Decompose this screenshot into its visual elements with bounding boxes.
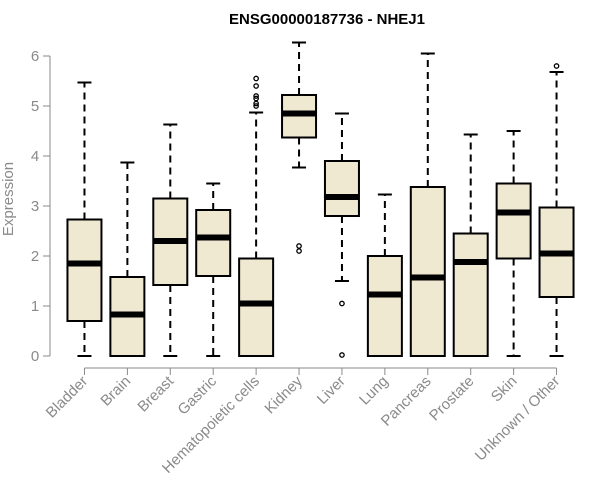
box-unknown-other <box>538 63 575 357</box>
x-tick-label-brain: Brain <box>97 373 134 410</box>
box-kidney <box>281 41 318 254</box>
box-gastric <box>195 182 232 357</box>
chart-title: ENSG00000187736 - NHEJ1 <box>229 11 425 28</box>
outlier-liver-0 <box>339 300 345 307</box>
x-tick-label-liver: Liver <box>314 373 349 408</box>
box-body-gastric <box>195 209 232 277</box>
x-tick-label-skin: Skin <box>488 373 521 406</box>
box-pancreas <box>409 52 446 357</box>
x-tick-label-breast: Breast <box>134 372 177 415</box>
box-body-lung <box>366 255 403 357</box>
y-axis-label: Expression <box>0 162 17 236</box>
outlier-hematopoietic-cells-5 <box>253 75 259 82</box>
box-body-prostate <box>452 232 489 357</box>
outlier-hematopoietic-cells-4 <box>253 83 259 89</box>
outlier-liver-1 <box>339 352 345 358</box>
box-body-hematopoietic-cells <box>238 257 275 357</box>
y-tick-label-4: 4 <box>31 148 39 165</box>
box-body-skin <box>495 182 532 260</box>
box-breast <box>152 123 189 357</box>
box-brain <box>109 161 146 357</box>
y-tick-label-5: 5 <box>31 98 39 115</box>
outlier-kidney-1 <box>296 243 302 249</box>
box-hematopoietic-cells <box>238 75 275 357</box>
x-tick-label-prostate: Prostate <box>426 373 478 425</box>
outlier-hematopoietic-cells-3 <box>253 93 259 99</box>
x-tick-label-bladder: Bladder <box>43 373 92 422</box>
y-tick-label-3: 3 <box>31 198 39 215</box>
y-tick-label-6: 6 <box>31 48 39 65</box>
y-tick-label-0: 0 <box>31 348 39 365</box>
outlier-kidney-0 <box>296 248 302 254</box>
box-body-bladder <box>66 218 103 322</box>
outlier-hematopoietic-cells-0 <box>253 103 259 109</box>
x-tick-label-lung: Lung <box>356 373 392 409</box>
box-body-liver <box>323 160 360 217</box>
boxes-group <box>66 41 575 358</box>
x-tick-label-kidney: Kidney <box>261 372 306 417</box>
box-liver <box>323 112 360 358</box>
outlier-unknown-other-0 <box>553 63 560 69</box>
box-prostate <box>452 133 489 357</box>
y-tick-label-1: 1 <box>31 298 39 315</box>
box-skin <box>495 130 532 357</box>
y-tick-label-2: 2 <box>31 248 39 265</box>
box-lung <box>366 193 403 357</box>
outlier-hematopoietic-cells-2 <box>253 95 259 102</box>
y-axis: 0 1 2 3 4 5 6 <box>31 48 51 365</box>
box-body-pancreas <box>409 186 446 357</box>
box-bladder <box>66 81 103 357</box>
